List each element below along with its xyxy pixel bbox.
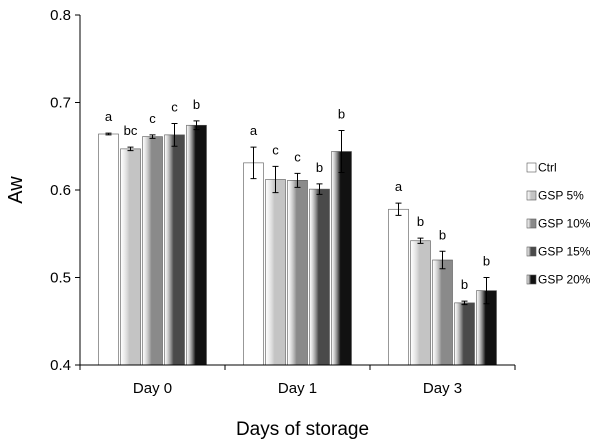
bar-ctrl-day-0 <box>98 133 119 366</box>
legend-swatch <box>526 218 537 229</box>
significance-label: c <box>294 149 301 164</box>
bar-ctrl-day-1 <box>243 162 264 366</box>
error-bar-gsp-5-day-3 <box>417 237 424 244</box>
legend-swatch <box>526 274 537 285</box>
bar-gsp-15-day-1 <box>309 188 330 366</box>
error-bar-gsp-20-day-3 <box>483 277 490 305</box>
legend-item-gsp-15: GSP 15% <box>526 245 591 259</box>
legend-swatch <box>526 162 537 173</box>
bar-gsp-5-day-3 <box>410 240 431 366</box>
significance-label: b <box>483 254 490 269</box>
error-bar-ctrl-day-0 <box>105 132 112 136</box>
x-axis-ticks: Day 0 Day 1 Day 3 <box>79 365 516 397</box>
legend-item-gsp-20: GSP 20% <box>526 273 591 287</box>
legend-label: GSP 5% <box>538 189 584 203</box>
x-tick-label-day-1: Day 1 <box>278 380 317 397</box>
significance-label: c <box>272 142 279 157</box>
significance-label: b <box>461 277 468 292</box>
error-bar-gsp-15-day-0 <box>171 123 178 147</box>
error-bar-gsp-20-day-0 <box>193 120 200 131</box>
x-tick-label-day-0: Day 0 <box>133 380 172 397</box>
significance-label: bc <box>124 123 138 138</box>
significance-label: b <box>417 214 424 229</box>
significance-label: a <box>250 123 258 138</box>
bar-gsp-10-day-1 <box>287 180 308 366</box>
bar-gsp-10-day-3 <box>432 259 453 366</box>
legend-swatch <box>526 246 537 257</box>
y-axis-ticks: 0.4 0.5 0.6 0.7 0.8 <box>50 7 80 374</box>
significance-label: b <box>338 107 345 122</box>
legend-item-gsp-10: GSP 10% <box>526 217 591 231</box>
bar-gsp-5-day-0 <box>120 148 141 366</box>
significance-label: c <box>149 111 156 126</box>
bar-gsp-20-day-0 <box>186 124 207 366</box>
error-bar-gsp-20-day-1 <box>338 130 345 173</box>
legend-item-ctrl: Ctrl <box>526 161 557 175</box>
x-axis-title: Days of storage <box>236 419 369 440</box>
error-bar-ctrl-day-1 <box>250 146 257 180</box>
y-tick-label: 0.7 <box>50 95 71 112</box>
y-axis-title: Aw <box>5 176 27 204</box>
y-tick-label: 0.6 <box>50 182 71 199</box>
significance-label: a <box>395 179 403 194</box>
error-bar-gsp-10-day-1 <box>294 172 301 188</box>
bar-gsp-15-day-0 <box>164 134 185 366</box>
legend: Ctrl GSP 5% GSP 10% GSP 15% GSP 20% <box>526 161 591 287</box>
significance-label: a <box>105 109 113 124</box>
error-bar-gsp-5-day-1 <box>272 165 279 194</box>
significance-label: b <box>316 160 323 175</box>
y-tick-label: 0.4 <box>50 357 71 374</box>
x-tick-label-day-3: Day 3 <box>423 380 462 397</box>
significance-label: b <box>193 97 200 112</box>
significance-label: c <box>171 100 178 115</box>
legend-label: GSP 10% <box>538 217 591 231</box>
bar-ctrl-day-3 <box>388 208 409 366</box>
bar-gsp-5-day-1 <box>265 179 286 366</box>
error-bar-gsp-10-day-3 <box>439 250 446 270</box>
y-tick-label: 0.5 <box>50 270 71 287</box>
significance-label: b <box>439 227 446 242</box>
legend-item-gsp-5: GSP 5% <box>526 189 584 203</box>
y-tick-label: 0.8 <box>50 7 71 24</box>
error-bar-gsp-15-day-3 <box>461 300 468 306</box>
bar-gsp-10-day-0 <box>142 136 163 366</box>
legend-label: GSP 20% <box>538 273 591 287</box>
legend-label: Ctrl <box>538 161 557 175</box>
bar-gsp-15-day-3 <box>454 302 475 366</box>
error-bar-ctrl-day-3 <box>395 202 402 216</box>
error-bar-gsp-10-day-0 <box>149 134 156 139</box>
legend-label: GSP 15% <box>538 245 591 259</box>
error-bar-gsp-15-day-1 <box>316 183 323 195</box>
error-bar-gsp-5-day-0 <box>127 146 134 152</box>
legend-swatch <box>526 190 537 201</box>
bar-gsp-20-day-1 <box>331 151 352 366</box>
